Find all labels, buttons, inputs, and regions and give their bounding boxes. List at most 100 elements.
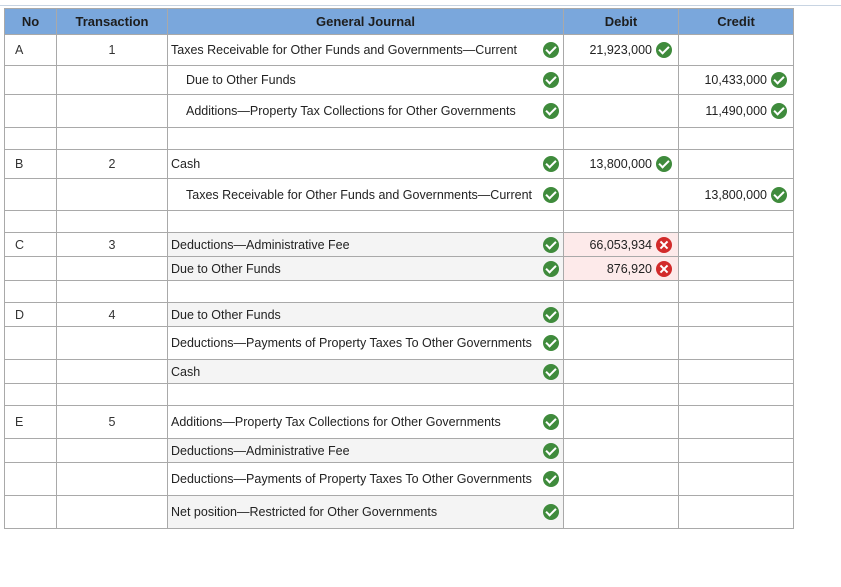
credit-cell[interactable]: 10,433,000 <box>678 65 794 95</box>
credit-cell[interactable] <box>678 232 794 257</box>
debit-field[interactable]: 13,800,000 <box>589 157 652 171</box>
debit-cell[interactable]: 66,053,934 <box>563 232 679 257</box>
debit-cell[interactable]: 13,800,000 <box>563 149 679 179</box>
account-cell[interactable]: Net position—Restricted for Other Govern… <box>167 495 564 529</box>
header-row: No Transaction General Journal Debit Cre… <box>4 8 794 35</box>
account-field[interactable]: Cash <box>171 157 201 171</box>
header-no: No <box>4 8 57 35</box>
row-no <box>4 438 57 463</box>
account-field[interactable]: Deductions—Administrative Fee <box>171 443 350 458</box>
row-transaction <box>56 94 168 128</box>
debit-field[interactable]: 21,923,000 <box>589 43 652 57</box>
account-cell[interactable]: Taxes Receivable for Other Funds and Gov… <box>167 34 564 66</box>
row-transaction <box>56 359 168 384</box>
debit-cell[interactable] <box>563 302 679 327</box>
debit-cell[interactable] <box>563 359 679 384</box>
check-circle-icon <box>771 103 787 119</box>
check-circle-icon <box>656 42 672 58</box>
row-no <box>4 495 57 529</box>
row-transaction <box>56 178 168 211</box>
row-no <box>4 65 57 95</box>
account-cell[interactable]: Taxes Receivable for Other Funds and Gov… <box>167 178 564 211</box>
credit-field[interactable]: 13,800,000 <box>704 187 767 202</box>
account-cell[interactable]: Cash <box>167 149 564 179</box>
row-no: B <box>4 149 57 179</box>
debit-cell[interactable] <box>563 94 679 128</box>
account-cell[interactable]: Additions—Property Tax Collections for O… <box>167 94 564 128</box>
header-debit: Debit <box>563 8 679 35</box>
account-field[interactable]: Additions—Property Tax Collections for O… <box>171 415 501 429</box>
row-no <box>4 462 57 496</box>
account-cell[interactable]: Due to Other Funds <box>167 65 564 95</box>
header-transaction: Transaction <box>56 8 168 35</box>
check-circle-icon <box>771 72 787 88</box>
header-general-journal: General Journal <box>167 8 564 35</box>
credit-cell[interactable] <box>678 495 794 529</box>
debit-cell[interactable] <box>563 438 679 463</box>
account-cell[interactable]: Deductions—Administrative Fee <box>167 232 564 257</box>
top-border <box>0 0 841 6</box>
table-row: D 4 Due to Other Funds <box>4 302 794 327</box>
row-no: E <box>4 405 57 439</box>
debit-cell[interactable] <box>563 405 679 439</box>
credit-cell[interactable] <box>678 326 794 360</box>
account-field[interactable]: Deductions—Payments of Property Taxes To… <box>171 336 532 350</box>
debit-cell[interactable] <box>563 178 679 211</box>
credit-cell[interactable] <box>678 405 794 439</box>
credit-cell[interactable] <box>678 359 794 384</box>
debit-cell[interactable]: 21,923,000 <box>563 34 679 66</box>
account-field[interactable]: Due to Other Funds <box>186 73 296 87</box>
check-circle-icon <box>543 103 559 119</box>
account-field[interactable]: Deductions—Payments of Property Taxes To… <box>171 472 532 486</box>
account-cell[interactable]: Deductions—Payments of Property Taxes To… <box>167 326 564 360</box>
debit-cell[interactable] <box>563 462 679 496</box>
account-field[interactable]: Due to Other Funds <box>171 261 281 276</box>
account-cell[interactable]: Deductions—Payments of Property Taxes To… <box>167 462 564 496</box>
row-no <box>4 326 57 360</box>
header-credit: Credit <box>678 8 794 35</box>
credit-cell[interactable] <box>678 149 794 179</box>
credit-field[interactable]: 11,490,000 <box>705 104 767 118</box>
debit-cell[interactable] <box>563 65 679 95</box>
account-cell[interactable]: Additions—Property Tax Collections for O… <box>167 405 564 439</box>
credit-cell[interactable] <box>678 34 794 66</box>
row-no <box>4 178 57 211</box>
account-cell[interactable]: Cash <box>167 359 564 384</box>
x-circle-icon <box>656 260 672 277</box>
credit-cell[interactable]: 11,490,000 <box>678 94 794 128</box>
account-field[interactable]: Cash <box>171 364 201 379</box>
table-row: C 3 Deductions—Administrative Fee 66,053… <box>4 232 794 257</box>
account-field[interactable]: Taxes Receivable for Other Funds and Gov… <box>171 43 517 57</box>
row-transaction <box>56 326 168 360</box>
account-cell[interactable]: Deductions—Administrative Fee <box>167 438 564 463</box>
debit-field[interactable]: 66,053,934 <box>589 237 652 252</box>
credit-cell[interactable] <box>678 256 794 281</box>
credit-cell[interactable] <box>678 438 794 463</box>
table-row: Cash <box>4 359 794 384</box>
check-circle-icon <box>543 72 559 88</box>
account-field[interactable]: Taxes Receivable for Other Funds and Gov… <box>186 187 532 202</box>
credit-cell[interactable] <box>678 462 794 496</box>
check-circle-icon <box>543 42 559 58</box>
check-circle-icon <box>543 186 559 203</box>
table-row: Net position—Restricted for Other Govern… <box>4 495 794 529</box>
debit-cell[interactable] <box>563 495 679 529</box>
account-field[interactable]: Additions—Property Tax Collections for O… <box>186 104 516 118</box>
credit-cell[interactable] <box>678 302 794 327</box>
table-row: Taxes Receivable for Other Funds and Gov… <box>4 178 794 211</box>
row-no <box>4 94 57 128</box>
account-cell[interactable]: Due to Other Funds <box>167 302 564 327</box>
account-field[interactable]: Deductions—Administrative Fee <box>171 237 350 252</box>
row-no <box>4 359 57 384</box>
credit-field[interactable]: 10,433,000 <box>704 73 767 87</box>
credit-cell[interactable]: 13,800,000 <box>678 178 794 211</box>
debit-field[interactable]: 876,920 <box>606 261 652 276</box>
debit-cell[interactable] <box>563 326 679 360</box>
account-field[interactable]: Net position—Restricted for Other Govern… <box>171 505 438 519</box>
table-row: Deductions—Payments of Property Taxes To… <box>4 462 794 496</box>
debit-cell[interactable]: 876,920 <box>563 256 679 281</box>
row-transaction: 3 <box>56 232 168 257</box>
table-row: Deductions—Payments of Property Taxes To… <box>4 326 794 360</box>
account-field[interactable]: Due to Other Funds <box>171 307 281 322</box>
account-cell[interactable]: Due to Other Funds <box>167 256 564 281</box>
